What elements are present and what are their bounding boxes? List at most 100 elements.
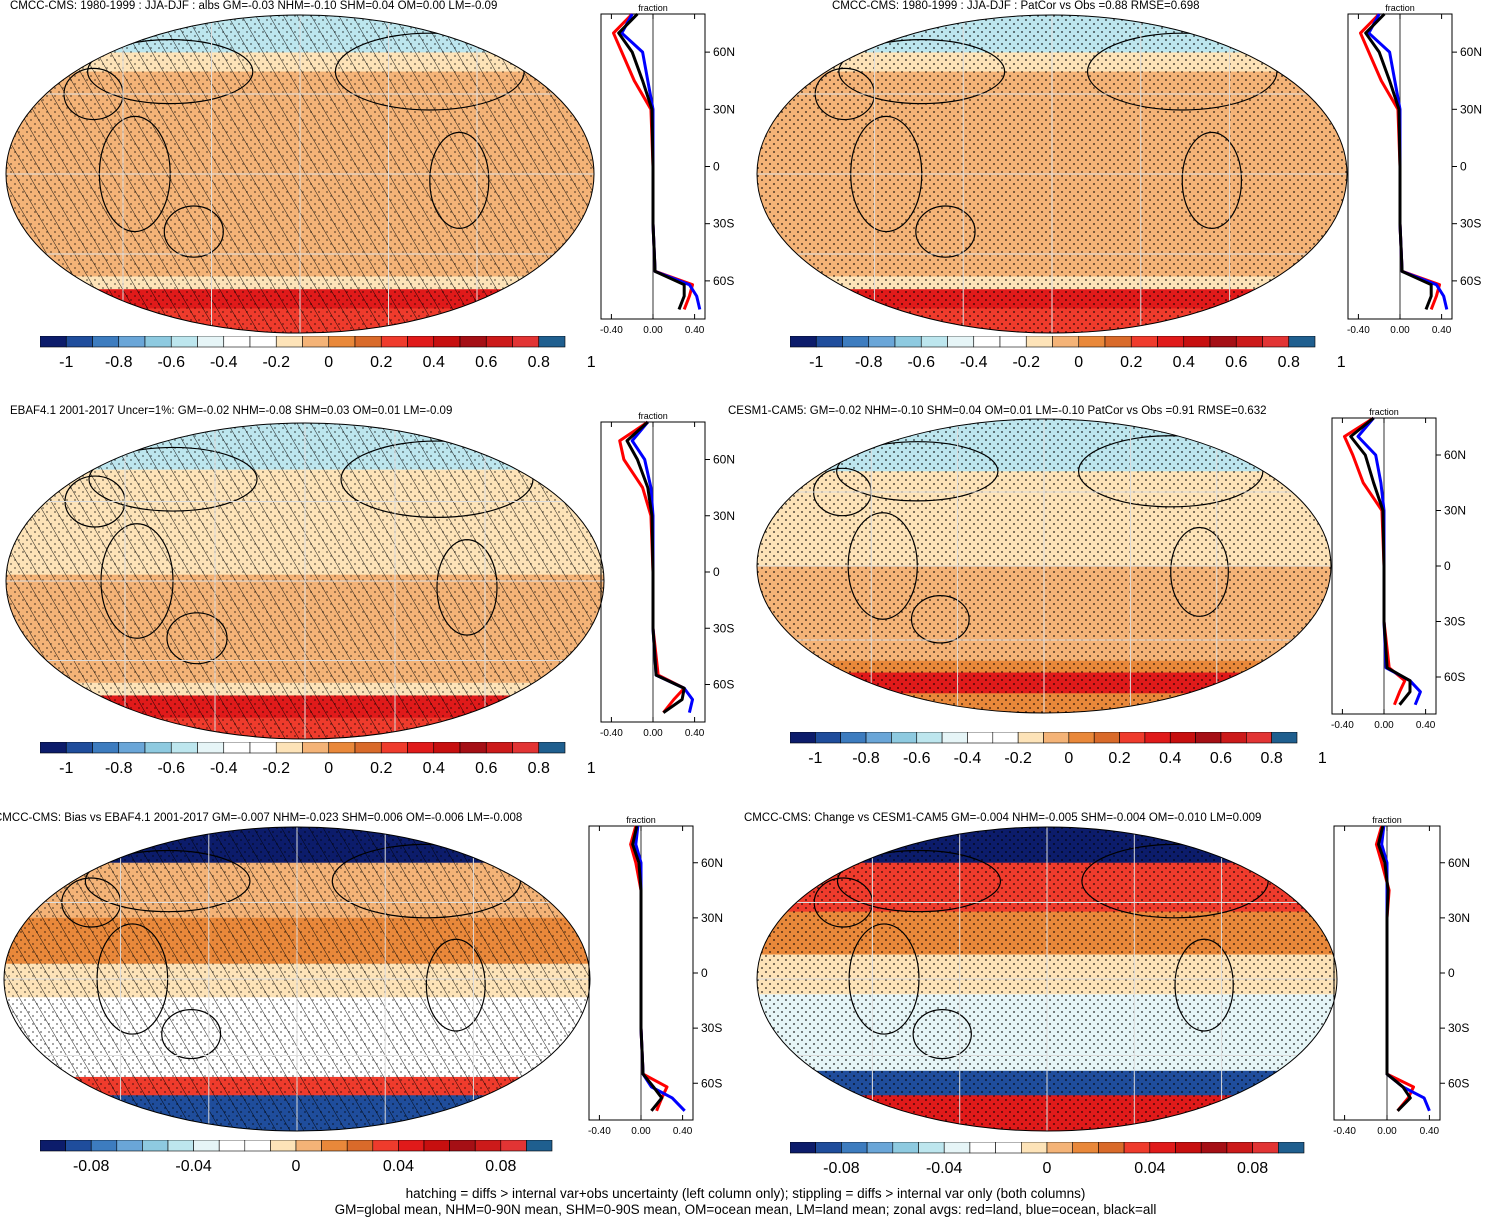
x-tick-label: 0.00 <box>631 1126 651 1137</box>
y-tick-label: 30N <box>1444 504 1466 518</box>
x-tick-label: 0.00 <box>1377 1126 1397 1137</box>
map-plot <box>5 14 595 334</box>
colorbar: -1 -0.8 -0.6 -0.4 -0.2 0 0.2 0.4 0.6 0.8 1 <box>790 732 1327 767</box>
colorbar-swatch <box>433 742 461 754</box>
colorbar-swatch <box>995 1142 1022 1154</box>
colorbar-swatch <box>973 336 1001 348</box>
colorbar-swatch <box>433 336 461 348</box>
colorbar-swatch <box>1195 732 1222 744</box>
colorbar-tick-label: -0.6 <box>903 750 931 767</box>
y-tick-label: 0 <box>1448 966 1455 980</box>
colorbar-tick-label: 1 <box>587 760 595 777</box>
colorbar-tick-label: 0.2 <box>370 354 392 371</box>
panel-5: CMCC-CMS: Bias vs EBAF4.1 2001-2017 GM=-… <box>0 812 745 1212</box>
x-tick-label: -0.40 <box>600 325 623 336</box>
colorbar-swatch <box>249 742 277 754</box>
x-tick-label: 0.40 <box>1416 720 1436 731</box>
x-tick-label: 0.40 <box>685 325 705 336</box>
colorbar-swatch <box>90 1140 118 1152</box>
map-border <box>5 14 595 334</box>
colorbar-swatch <box>1245 732 1272 744</box>
colorbar-swatch <box>1093 732 1120 744</box>
colorbar-swatch <box>1130 336 1158 348</box>
footer-line-1: hatching = diffs > internal var+obs unce… <box>405 1186 1086 1201</box>
colorbar-swatch <box>941 732 968 744</box>
panel-6: CMCC-CMS: Change vs CESM1-CAM5 GM=-0.004… <box>744 812 1491 1212</box>
colorbar-swatch <box>999 336 1027 348</box>
colorbar-tick-label: 1 <box>1337 354 1345 371</box>
colorbar-swatch <box>92 336 120 348</box>
colorbar-tick-label: 1 <box>587 354 595 371</box>
colorbar-swatch <box>407 336 435 348</box>
colorbar-swatch <box>407 742 435 754</box>
colorbar-swatch <box>1021 1142 1048 1154</box>
panel-1: CMCC-CMS: 1980-1999 : JJA-DJF : albs GM=… <box>0 0 745 400</box>
colorbar-swatch <box>1017 732 1044 744</box>
colorbar-swatch <box>328 336 356 348</box>
y-tick-label: 0 <box>713 565 720 579</box>
colorbar-tick-label: 0 <box>324 760 333 777</box>
colorbar-tick-label: -0.2 <box>1012 354 1040 371</box>
map-border <box>756 826 1338 1132</box>
colorbar-swatch <box>1209 336 1237 348</box>
map-border <box>756 14 1348 334</box>
colorbar-tick-label: -0.08 <box>73 1158 110 1175</box>
profile-line-all <box>1364 12 1433 311</box>
map-plot <box>756 14 1348 334</box>
panel-3: EBAF4.1 2001-2017 Uncer=1%: GM=-0.02 NHM… <box>0 405 745 805</box>
panel-title: CMCC-CMS: Change vs CESM1-CAM5 GM=-0.004… <box>744 812 1262 824</box>
colorbar-swatch <box>1078 336 1106 348</box>
colorbar-swatch <box>449 1140 476 1152</box>
colorbar-swatch <box>947 336 975 348</box>
colorbar-swatch <box>1252 1142 1279 1154</box>
colorbar-swatch <box>969 1142 996 1154</box>
x-tick-label: 0.40 <box>673 1126 693 1137</box>
colorbar-swatch <box>920 336 948 348</box>
colorbar-swatch <box>116 1140 143 1152</box>
colorbar-swatch <box>815 1142 842 1154</box>
y-tick-label: 60S <box>713 678 734 692</box>
colorbar-tick-label: 0.4 <box>423 354 445 371</box>
profile-line-all <box>617 12 686 311</box>
profile-line-all <box>1349 416 1412 706</box>
zonal-profile-plot: fraction -0.40 0.00 0.40 60N 30N 0 30S 60S <box>600 411 735 739</box>
profile-title: fraction <box>638 411 668 421</box>
profile-line-all <box>1377 825 1412 1112</box>
colorbar-swatch <box>380 742 408 754</box>
colorbar-tick-label: 0.6 <box>475 760 497 777</box>
colorbar-swatch <box>144 336 172 348</box>
colorbar-tick-label: 0.4 <box>1159 750 1181 767</box>
zonal-profile-plot: fraction -0.40 0.00 0.40 60N 30N 0 30S 60S <box>600 3 735 336</box>
colorbar-tick-label: -0.6 <box>157 354 185 371</box>
x-tick-label: -0.40 <box>1333 1126 1356 1137</box>
colorbar-tick-label: -0.04 <box>175 1158 212 1175</box>
colorbar-swatch <box>142 1140 169 1152</box>
profile-line-all <box>625 420 686 714</box>
colorbar-tick-label: 0.04 <box>383 1158 414 1175</box>
colorbar-tick-label: -0.8 <box>105 354 133 371</box>
map-border <box>5 422 605 740</box>
y-tick-label: 30S <box>713 217 734 231</box>
colorbar-swatch <box>1288 336 1316 348</box>
profile-line-land <box>629 825 669 1112</box>
colorbar-swatch <box>218 1140 246 1152</box>
map-border <box>756 418 1332 714</box>
panel-title: CMCC-CMS: 1980-1999 : JJA-DJF : PatCor v… <box>832 0 1200 12</box>
colorbar-tick-label: 0.2 <box>370 760 392 777</box>
profile-title: fraction <box>638 3 668 13</box>
colorbar-swatch <box>1220 732 1247 744</box>
colorbar-tick-label: 0.8 <box>1278 354 1300 371</box>
colorbar-swatch <box>1123 1142 1151 1154</box>
panel-2: CMCC-CMS: 1980-1999 : JJA-DJF : PatCor v… <box>746 0 1491 400</box>
y-tick-label: 30N <box>713 509 735 523</box>
colorbar-swatch <box>65 742 93 754</box>
colorbar-swatch <box>485 742 513 754</box>
colorbar-swatch <box>40 742 67 754</box>
footer-line-2: GM=global mean, NHM=0-90N mean, SHM=0-90… <box>334 1202 1157 1217</box>
colorbar-tick-label: -0.4 <box>960 354 988 371</box>
colorbar-swatch <box>423 1140 450 1152</box>
profile-title: fraction <box>626 815 656 825</box>
colorbar-swatch <box>891 732 918 744</box>
colorbar: -1 -0.8 -0.6 -0.4 -0.2 0 0.2 0.4 0.6 0.8 1 <box>40 742 595 777</box>
zonal-profile-plot: fraction -0.40 0.00 0.40 60N 30N 0 30S 60S <box>588 815 723 1137</box>
